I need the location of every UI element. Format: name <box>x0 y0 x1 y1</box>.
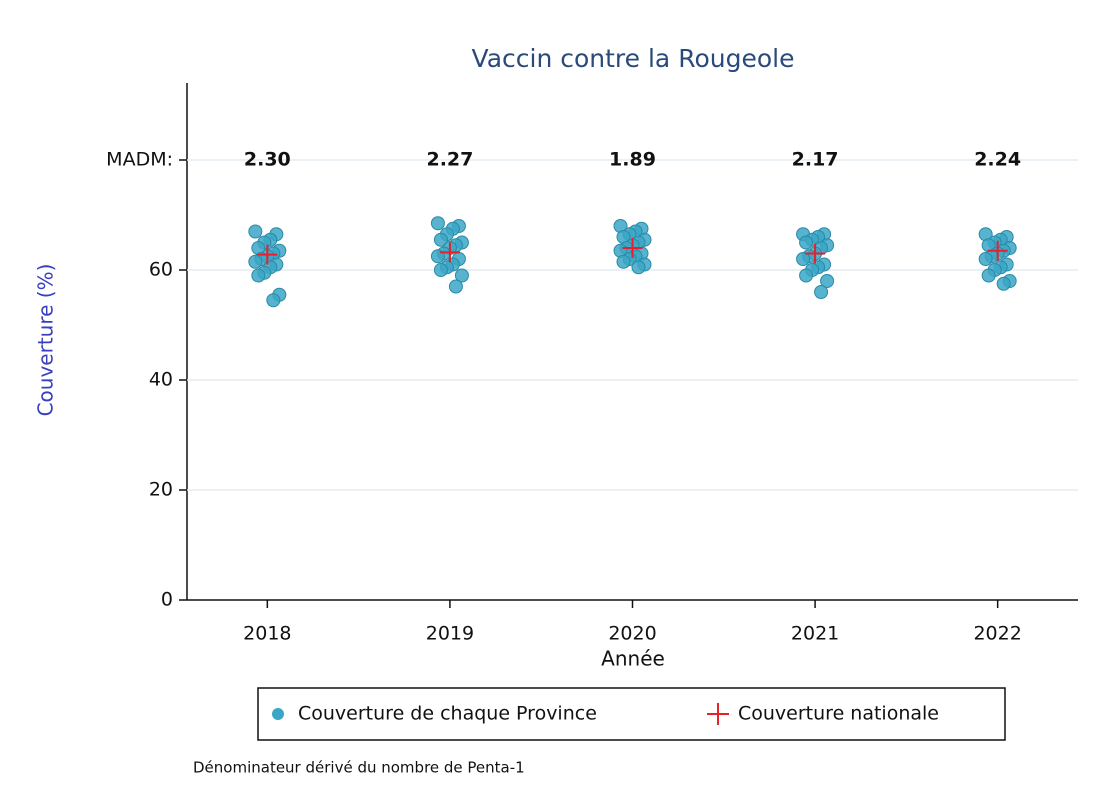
madm-label: 1.89 <box>609 149 656 171</box>
x-tick-label: 2018 <box>243 623 291 645</box>
province-point <box>796 252 811 266</box>
province-point <box>248 254 263 269</box>
province-point <box>266 293 281 308</box>
y-tick-label: 20 <box>149 479 173 501</box>
x-tick-label: 2022 <box>973 623 1021 645</box>
legend-box <box>257 687 1006 741</box>
y-tick-label: 40 <box>149 369 173 391</box>
national-marker <box>622 238 643 258</box>
footnote: Dénominateur dérivé du nombre de Penta-1 <box>193 759 525 777</box>
province-point <box>820 274 835 288</box>
x-tick-label: 2019 <box>426 623 474 645</box>
province-point <box>433 263 448 277</box>
x-tick-label: 2021 <box>791 623 839 645</box>
national-marker <box>987 240 1008 261</box>
madm-label: 2.24 <box>974 149 1021 171</box>
x-tick-label: 2020 <box>608 623 656 645</box>
province-point <box>799 268 814 283</box>
y-axis-label: Couverture (%) <box>34 264 58 417</box>
province-point <box>631 260 646 275</box>
y-tick-label: 60 <box>149 259 173 281</box>
province-point <box>996 276 1011 291</box>
province-point <box>251 268 266 283</box>
province-point <box>248 224 263 239</box>
national-marker <box>257 244 278 265</box>
madm-label: 2.17 <box>792 149 839 171</box>
madm-label: 2.27 <box>426 149 473 171</box>
legend-label: Couverture de chaque Province <box>298 703 597 725</box>
province-point <box>433 232 448 247</box>
legend-label: Couverture nationale <box>738 703 939 725</box>
province-point <box>430 216 445 231</box>
madm-label: 2.30 <box>244 149 291 171</box>
province-point <box>981 268 996 283</box>
province-point <box>448 279 463 294</box>
legend-marker <box>707 703 729 725</box>
province-point <box>978 252 993 266</box>
chart-title: Vaccin contre la Rougeole <box>472 44 795 73</box>
national-marker <box>805 243 826 264</box>
province-point <box>454 268 469 283</box>
x-axis-label: Année <box>601 647 665 671</box>
province-point <box>616 254 631 269</box>
province-point <box>799 235 814 250</box>
y-tick-label: MADM: <box>106 149 173 171</box>
legend-marker <box>272 708 284 720</box>
y-tick-label: 0 <box>161 589 173 611</box>
national-marker <box>439 242 460 263</box>
province-point <box>814 285 829 299</box>
